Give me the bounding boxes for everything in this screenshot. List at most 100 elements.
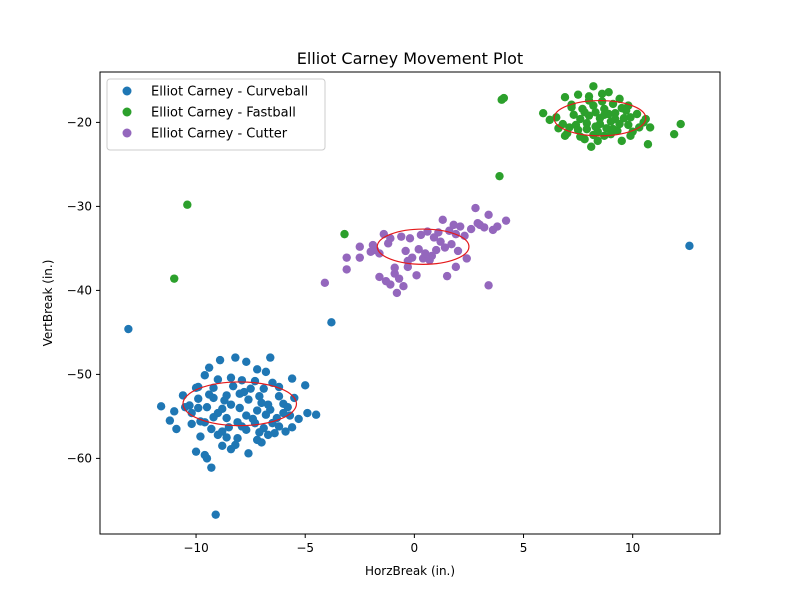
curveball-point <box>274 422 284 431</box>
curveball-ellipse <box>182 381 298 427</box>
cutter-point <box>414 245 423 254</box>
fastball-point <box>183 200 192 209</box>
curveball-point <box>294 414 303 424</box>
fastball-point <box>591 108 600 117</box>
fastball-point <box>573 90 583 99</box>
fastball-point <box>589 130 598 140</box>
fastball-point <box>626 113 635 122</box>
cutter-point <box>320 278 330 288</box>
fastball-point <box>565 123 574 132</box>
legend: Elliot Carney - Curveball Elliot Carney -… <box>106 78 326 151</box>
fastball-point <box>560 93 570 102</box>
plot-frame <box>99 71 721 535</box>
fastball-point <box>617 136 626 146</box>
curveball-point <box>248 414 258 424</box>
curveball-point <box>209 383 218 393</box>
curveball-point <box>279 408 288 418</box>
curveball-point <box>172 424 181 434</box>
legend-label: Elliot Carney - Fastball <box>151 106 296 121</box>
legend-label: Elliot Carney - Cutter <box>151 127 288 142</box>
fastball-point <box>604 87 613 97</box>
curveball-point <box>246 384 255 393</box>
fastball-point <box>593 136 602 146</box>
fastball-point <box>589 101 598 110</box>
y-axis-title: VertBreak (in.) <box>41 260 55 347</box>
fastball-point <box>340 229 349 239</box>
fastball-point <box>632 109 642 119</box>
cutter-point <box>394 274 404 283</box>
fastball-point <box>580 135 589 144</box>
cutter-point <box>403 262 413 272</box>
fastball-point <box>569 110 578 120</box>
fastball-point <box>602 124 611 133</box>
curveball-point <box>257 438 266 447</box>
curveball-point <box>266 405 275 414</box>
fastball-point <box>170 274 179 283</box>
y-tick-label: −50 <box>67 367 92 381</box>
fastball-point <box>552 113 561 122</box>
cutter-point <box>421 249 430 258</box>
curveball-point <box>213 375 223 384</box>
curveball-point <box>226 373 236 382</box>
curveball-point <box>196 432 205 441</box>
legend-marker <box>122 128 132 138</box>
fastball-point <box>669 129 679 139</box>
curveball-point <box>266 353 275 362</box>
curveball-point <box>285 411 295 420</box>
fastball-point <box>545 115 554 125</box>
cutter-point <box>355 242 364 251</box>
cutter-point <box>355 253 364 262</box>
fastball-point <box>586 142 596 151</box>
fastball-point <box>619 114 629 123</box>
plot-marks <box>124 82 694 519</box>
curveball-point <box>204 390 214 399</box>
cutter-point <box>405 234 415 243</box>
curveball-point <box>685 241 694 251</box>
curveball-point <box>242 357 251 366</box>
curveball-point <box>270 429 279 438</box>
cutter-ellipse <box>376 228 470 265</box>
curveball-point <box>237 376 247 385</box>
cutter-point <box>431 245 441 255</box>
curveball-point <box>301 381 310 390</box>
fastball-point <box>600 110 609 120</box>
cutter-point <box>473 219 482 228</box>
curveball-point <box>239 387 249 397</box>
curveball-point <box>207 463 216 472</box>
curveball-point <box>156 402 166 411</box>
fastball-point <box>591 122 600 131</box>
y-tick-label: −60 <box>67 451 92 465</box>
x-tick-label: 0 <box>411 541 419 555</box>
curveball-point <box>165 416 175 425</box>
fastball-point <box>580 108 589 117</box>
curveball-point <box>255 392 264 401</box>
y-tick-label: −30 <box>67 199 92 213</box>
fastball-point <box>624 120 633 130</box>
curveball-point <box>124 324 133 334</box>
cutter-point <box>471 203 480 213</box>
curveball-point <box>252 365 262 374</box>
curveball-point <box>191 447 201 456</box>
fastball-point <box>615 94 624 104</box>
curveball-point <box>244 395 253 404</box>
curveball-point <box>187 419 196 429</box>
fastball-point <box>495 171 504 181</box>
curveball-point <box>194 403 203 413</box>
legend-marker <box>122 86 132 96</box>
curveball-point <box>191 383 201 393</box>
curveball-point <box>274 392 284 401</box>
fastball-point <box>597 97 607 106</box>
curveball-point <box>303 408 312 418</box>
fastball-point <box>573 125 583 135</box>
fastball-point <box>576 114 585 124</box>
curveball-point <box>200 450 209 460</box>
cutter-point <box>390 263 399 272</box>
curveball-point <box>222 433 231 442</box>
fastball-point <box>589 82 598 91</box>
curveball-point <box>237 422 247 431</box>
cutter-point <box>456 222 465 231</box>
x-tick-label: 10 <box>625 541 640 555</box>
cutter-point <box>392 288 402 298</box>
cutter-point <box>449 220 458 230</box>
cutter-point <box>416 230 426 240</box>
